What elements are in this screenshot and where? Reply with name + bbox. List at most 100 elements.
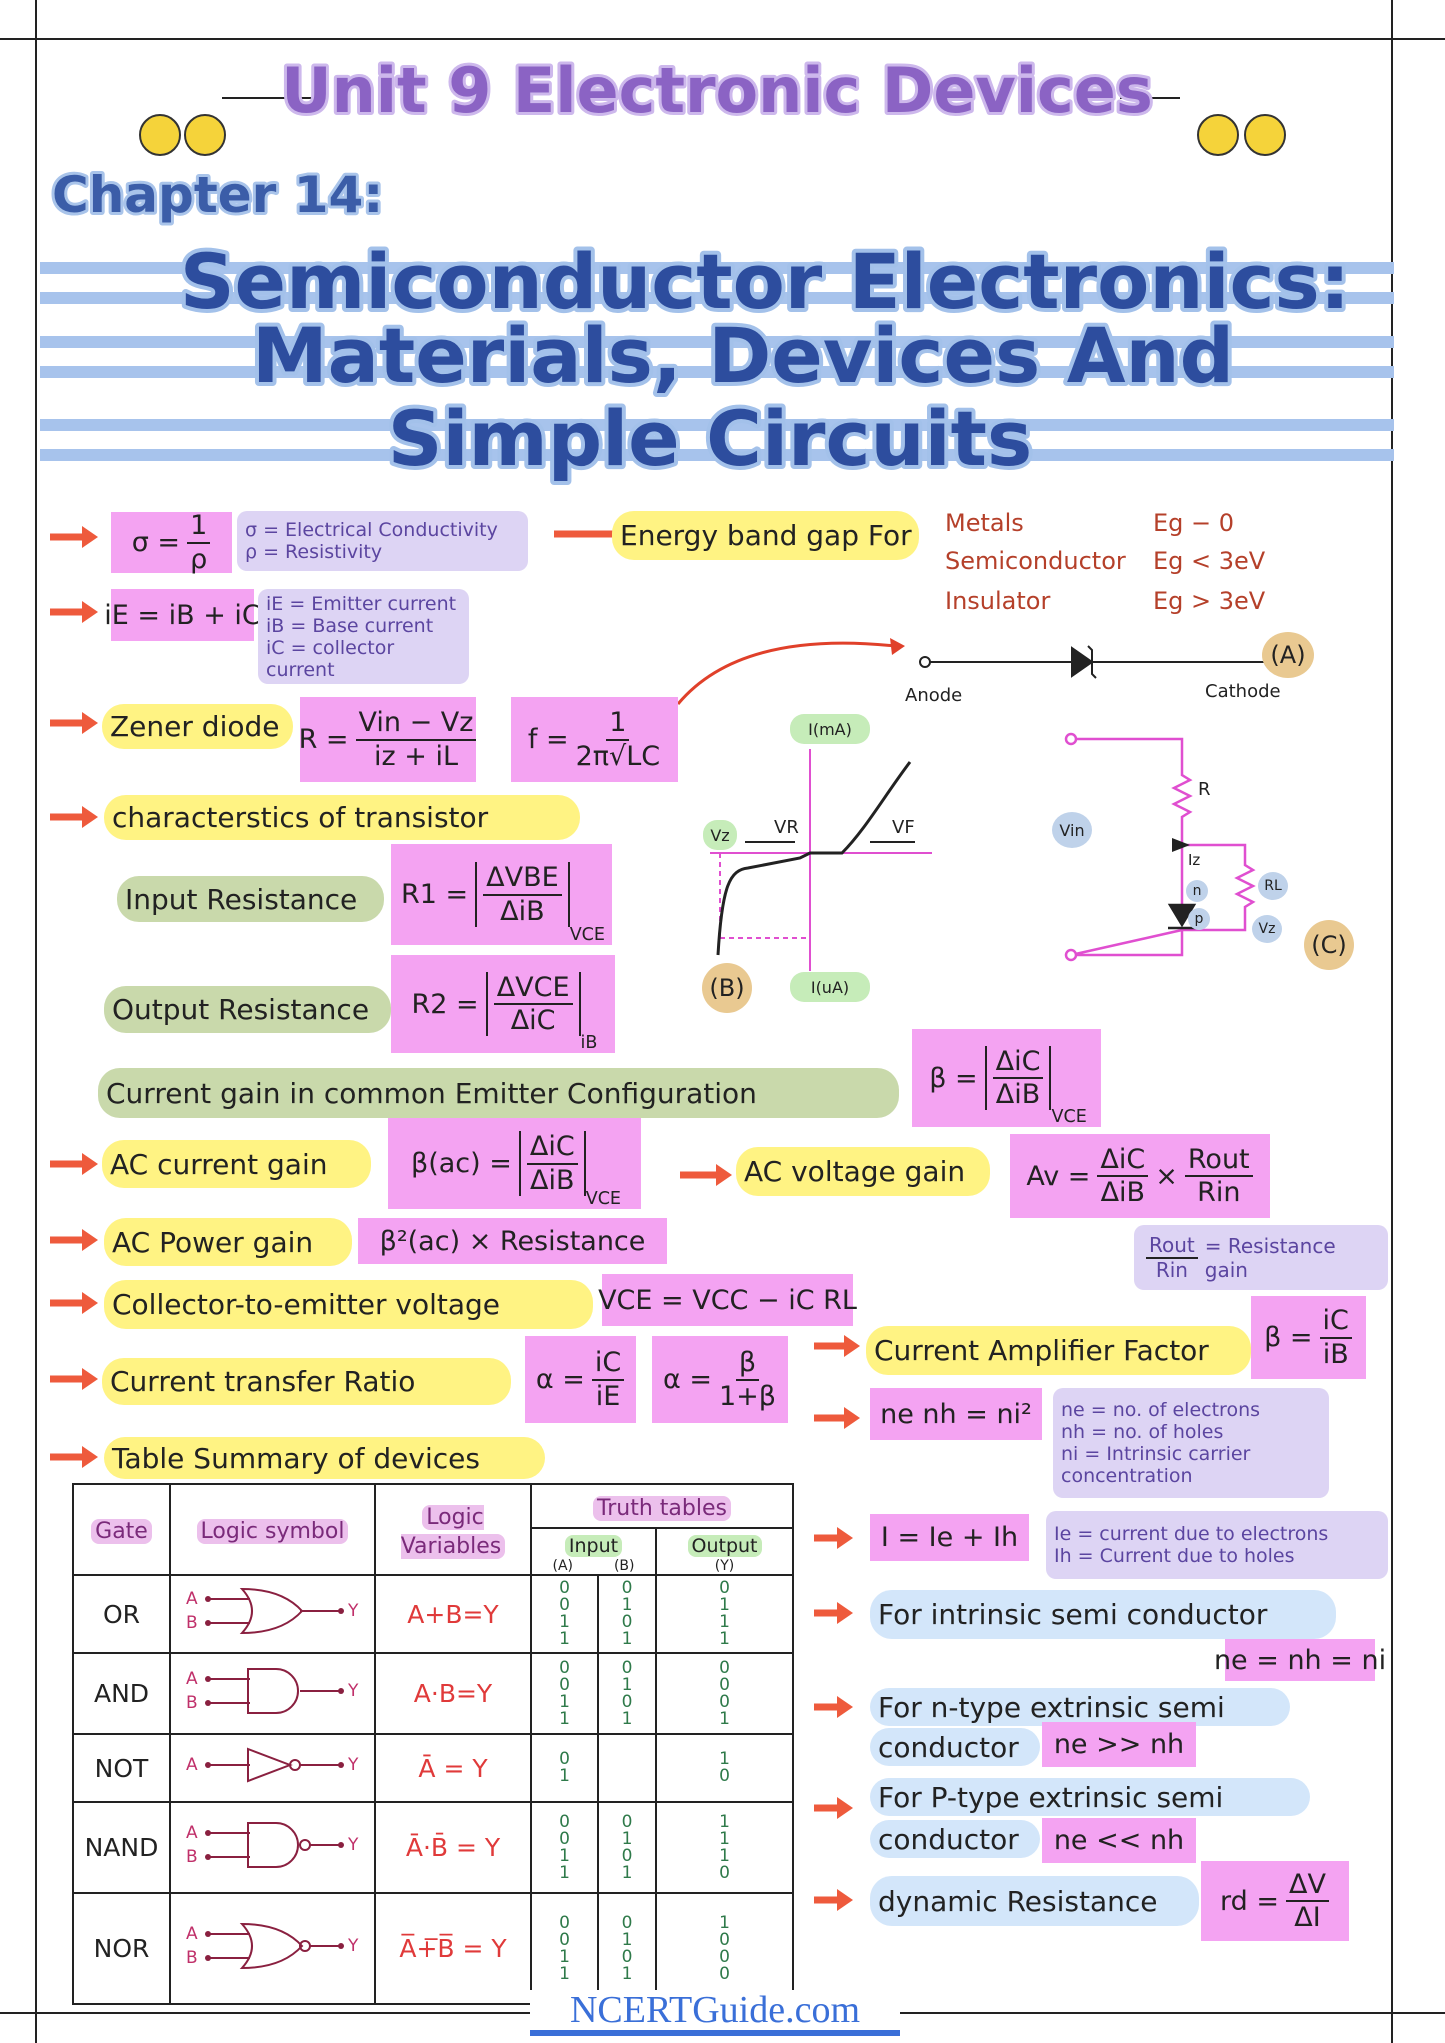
pin-label: B	[186, 1847, 198, 1867]
header-text: Logic Variables	[400, 1504, 506, 1559]
truth-value: 0	[719, 1578, 730, 1598]
note: iE = Emitter current	[266, 592, 457, 615]
numerator: ΔiC	[1097, 1144, 1149, 1177]
arrow-head	[82, 712, 98, 734]
subheader-cell: Output (Y)	[654, 1527, 795, 1576]
gate-name: OR	[72, 1574, 171, 1654]
notes: ne = no. of electrons nh = no. of holes ni…	[1053, 1388, 1329, 1498]
gate-body	[239, 1587, 303, 1635]
truth-value: 0	[621, 1845, 633, 1866]
graph-label: VF	[892, 816, 915, 838]
header-cell: Logic symbol	[169, 1483, 376, 1576]
circuit-label: Iz	[1188, 851, 1201, 869]
label: Output Resistance	[104, 986, 391, 1033]
formula-text: I = Ie + Ih	[880, 1522, 1019, 1553]
truth-value: 1	[719, 1612, 730, 1632]
formula-text: α =	[662, 1364, 712, 1395]
chapter: Chapter 14:	[52, 166, 383, 224]
pin-dot	[204, 1853, 211, 1860]
footer: NCERTGuide.com	[530, 1989, 900, 2036]
formula: iE = iB + iC	[104, 589, 261, 641]
numerator: 1	[606, 707, 630, 741]
arrow-head	[82, 806, 98, 828]
note: iC = collector current	[266, 636, 395, 681]
arrow-head	[844, 1335, 860, 1357]
diode-a	[919, 645, 1276, 679]
fraction: iC iE	[591, 1347, 625, 1412]
graph-label: Vz	[703, 820, 737, 850]
truth-value: 1	[559, 1629, 570, 1649]
pin-label: A	[186, 1823, 198, 1843]
label: AC current gain	[102, 1140, 371, 1188]
formula-text: rd =	[1220, 1885, 1280, 1917]
label: Collector-to-emitter voltage	[104, 1280, 593, 1329]
truth-value: 0	[621, 1578, 633, 1598]
note: Ih = Current due to holes	[1054, 1545, 1295, 1567]
title-line: Simple Circuits	[388, 394, 1033, 483]
gate-name: NOR	[72, 1892, 171, 2005]
column-label: (B)	[613, 1558, 635, 1574]
pin-dot	[204, 1829, 211, 1836]
fraction: Rout Rin	[1184, 1144, 1253, 1208]
header: Unit 9 Electronic Devices Chapter 14: Se…	[49, 51, 1354, 487]
gate-drawing: AB Y	[186, 1587, 359, 1635]
denominator: ρ	[190, 543, 208, 575]
band-value: Eg < 3eV	[1153, 547, 1266, 575]
formula-text: ne << nh	[1053, 1825, 1185, 1856]
numerator: Vin − Vz	[355, 707, 477, 741]
graph-label: VR	[774, 816, 799, 838]
note: Rout Rin = Resistance gain	[1134, 1225, 1388, 1290]
band-value: Eg − 0	[1153, 509, 1235, 537]
formula-text: = Resistance gain	[1204, 1233, 1336, 1282]
gate-row: AND A B Y A·B=Y 0 0 1 1 0 1 0 1 0 0 0 1	[72, 1652, 795, 1735]
formula: R1 = ΔVBE ΔiB VCE	[391, 844, 612, 945]
pin-label: B	[186, 1693, 198, 1713]
gate-row: OR A B Y A+B=Y 0 0 1 1 0 1 0 1 0 1 1 1	[72, 1574, 795, 1654]
numerator: iC	[591, 1347, 625, 1381]
truth-value: 1	[621, 1629, 633, 1649]
gate-body	[246, 1821, 299, 1868]
formula-text: ×	[1155, 1160, 1178, 1192]
gate-drawing: AB Y	[186, 1667, 359, 1714]
formula-text: ne >> nh	[1053, 1729, 1185, 1760]
formula-text: ne nh = ni²	[880, 1398, 1032, 1430]
truth-value: 0	[719, 1766, 730, 1786]
column-label: (Y)	[714, 1558, 735, 1574]
denominator: iz + iL	[373, 740, 458, 772]
numerator: Rout	[1146, 1233, 1198, 1259]
denominator: ΔI	[1294, 1902, 1321, 1933]
pin-dot	[204, 1620, 211, 1626]
header-cell: Truth tables	[529, 1483, 795, 1529]
subscript: iB	[580, 1033, 598, 1053]
numerator: ΔiC	[992, 1046, 1044, 1079]
subheader-row: Input (A) (B) Output (Y)	[73, 1527, 795, 1576]
pin-dot	[337, 1841, 344, 1848]
pin-label: Y	[347, 1755, 359, 1775]
header-text: Logic symbol	[196, 1519, 349, 1544]
pin-dot	[204, 1596, 211, 1602]
circuit-c	[1064, 732, 1256, 962]
subheader-text: Output	[687, 1535, 762, 1557]
fraction: Vin − Vz iz + iL	[355, 707, 477, 772]
formula: β(ac) = ΔiC ΔiB VCE	[388, 1118, 641, 1209]
truth-value: 1	[621, 1862, 633, 1883]
truth-value: 0	[559, 1578, 570, 1598]
pin-label: Y	[347, 1936, 359, 1956]
logic-variables: Ā·B̄ = Y	[374, 1801, 532, 1894]
circuit-label: n	[1186, 880, 1208, 902]
logic-variables: Ā = Y	[374, 1733, 532, 1803]
formula: ne nh = ni²	[870, 1388, 1042, 1440]
link-arrow	[676, 641, 896, 705]
logic-variables: A·B=Y	[374, 1652, 532, 1735]
truth-value: 0	[559, 1828, 570, 1849]
truth-value: 1	[621, 1708, 633, 1729]
